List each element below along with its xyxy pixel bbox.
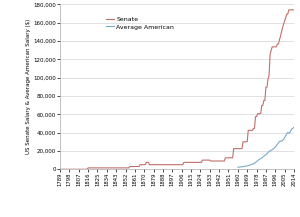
Average American bbox=[236, 166, 240, 168]
Senate bbox=[143, 163, 147, 166]
Senate bbox=[260, 104, 264, 107]
Line: Average American: Average American bbox=[238, 127, 294, 167]
Average American bbox=[242, 165, 246, 168]
Line: Senate: Senate bbox=[60, 10, 294, 169]
Senate bbox=[265, 86, 269, 89]
Average American bbox=[246, 164, 250, 167]
Senate bbox=[287, 8, 291, 11]
Senate bbox=[240, 147, 244, 150]
Average American bbox=[250, 163, 253, 166]
Average American bbox=[292, 126, 296, 128]
Average American bbox=[257, 159, 260, 161]
Senate bbox=[268, 53, 272, 56]
Senate bbox=[58, 168, 62, 171]
Legend: Senate, Average American: Senate, Average American bbox=[105, 16, 176, 31]
Average American bbox=[291, 127, 295, 130]
Y-axis label: US Senate Salary & Average American Salary ($): US Senate Salary & Average American Sala… bbox=[26, 19, 31, 155]
Average American bbox=[286, 131, 290, 134]
Senate bbox=[292, 8, 296, 11]
Senate bbox=[201, 159, 204, 161]
